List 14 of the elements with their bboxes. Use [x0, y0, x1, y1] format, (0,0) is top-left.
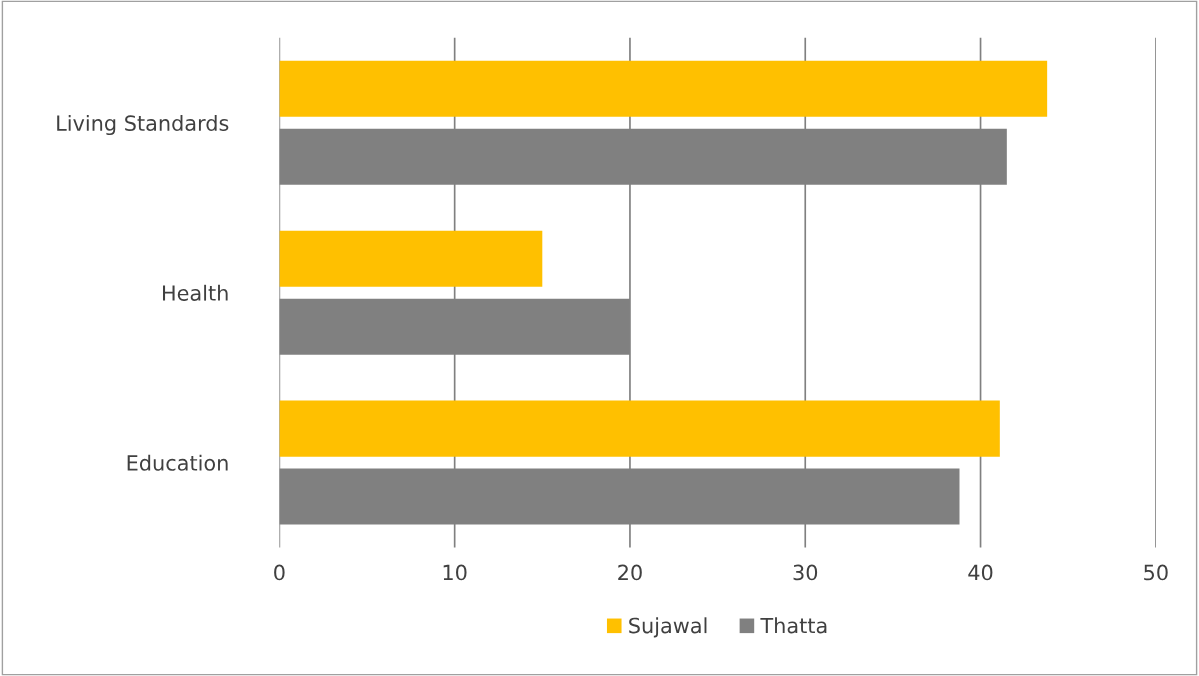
- x-tick-label: 0: [274, 564, 285, 581]
- x-tick-label: 20: [618, 564, 642, 581]
- x-tick-label: 50: [1144, 564, 1168, 581]
- y-tick-label: Education: [127, 454, 228, 471]
- bar: [279, 60, 1048, 117]
- bar: [279, 230, 543, 287]
- y-tick-label: Living Standards: [57, 114, 229, 136]
- legend-label: Thatta: [760, 617, 827, 634]
- x-tick-label: 40: [968, 564, 993, 581]
- x-tick-label: 30: [793, 564, 818, 581]
- x-tick-label: 10: [443, 564, 467, 581]
- legend-label: Sujawal: [629, 617, 707, 638]
- bar: [279, 400, 1000, 457]
- y-tick-label: Health: [163, 284, 228, 301]
